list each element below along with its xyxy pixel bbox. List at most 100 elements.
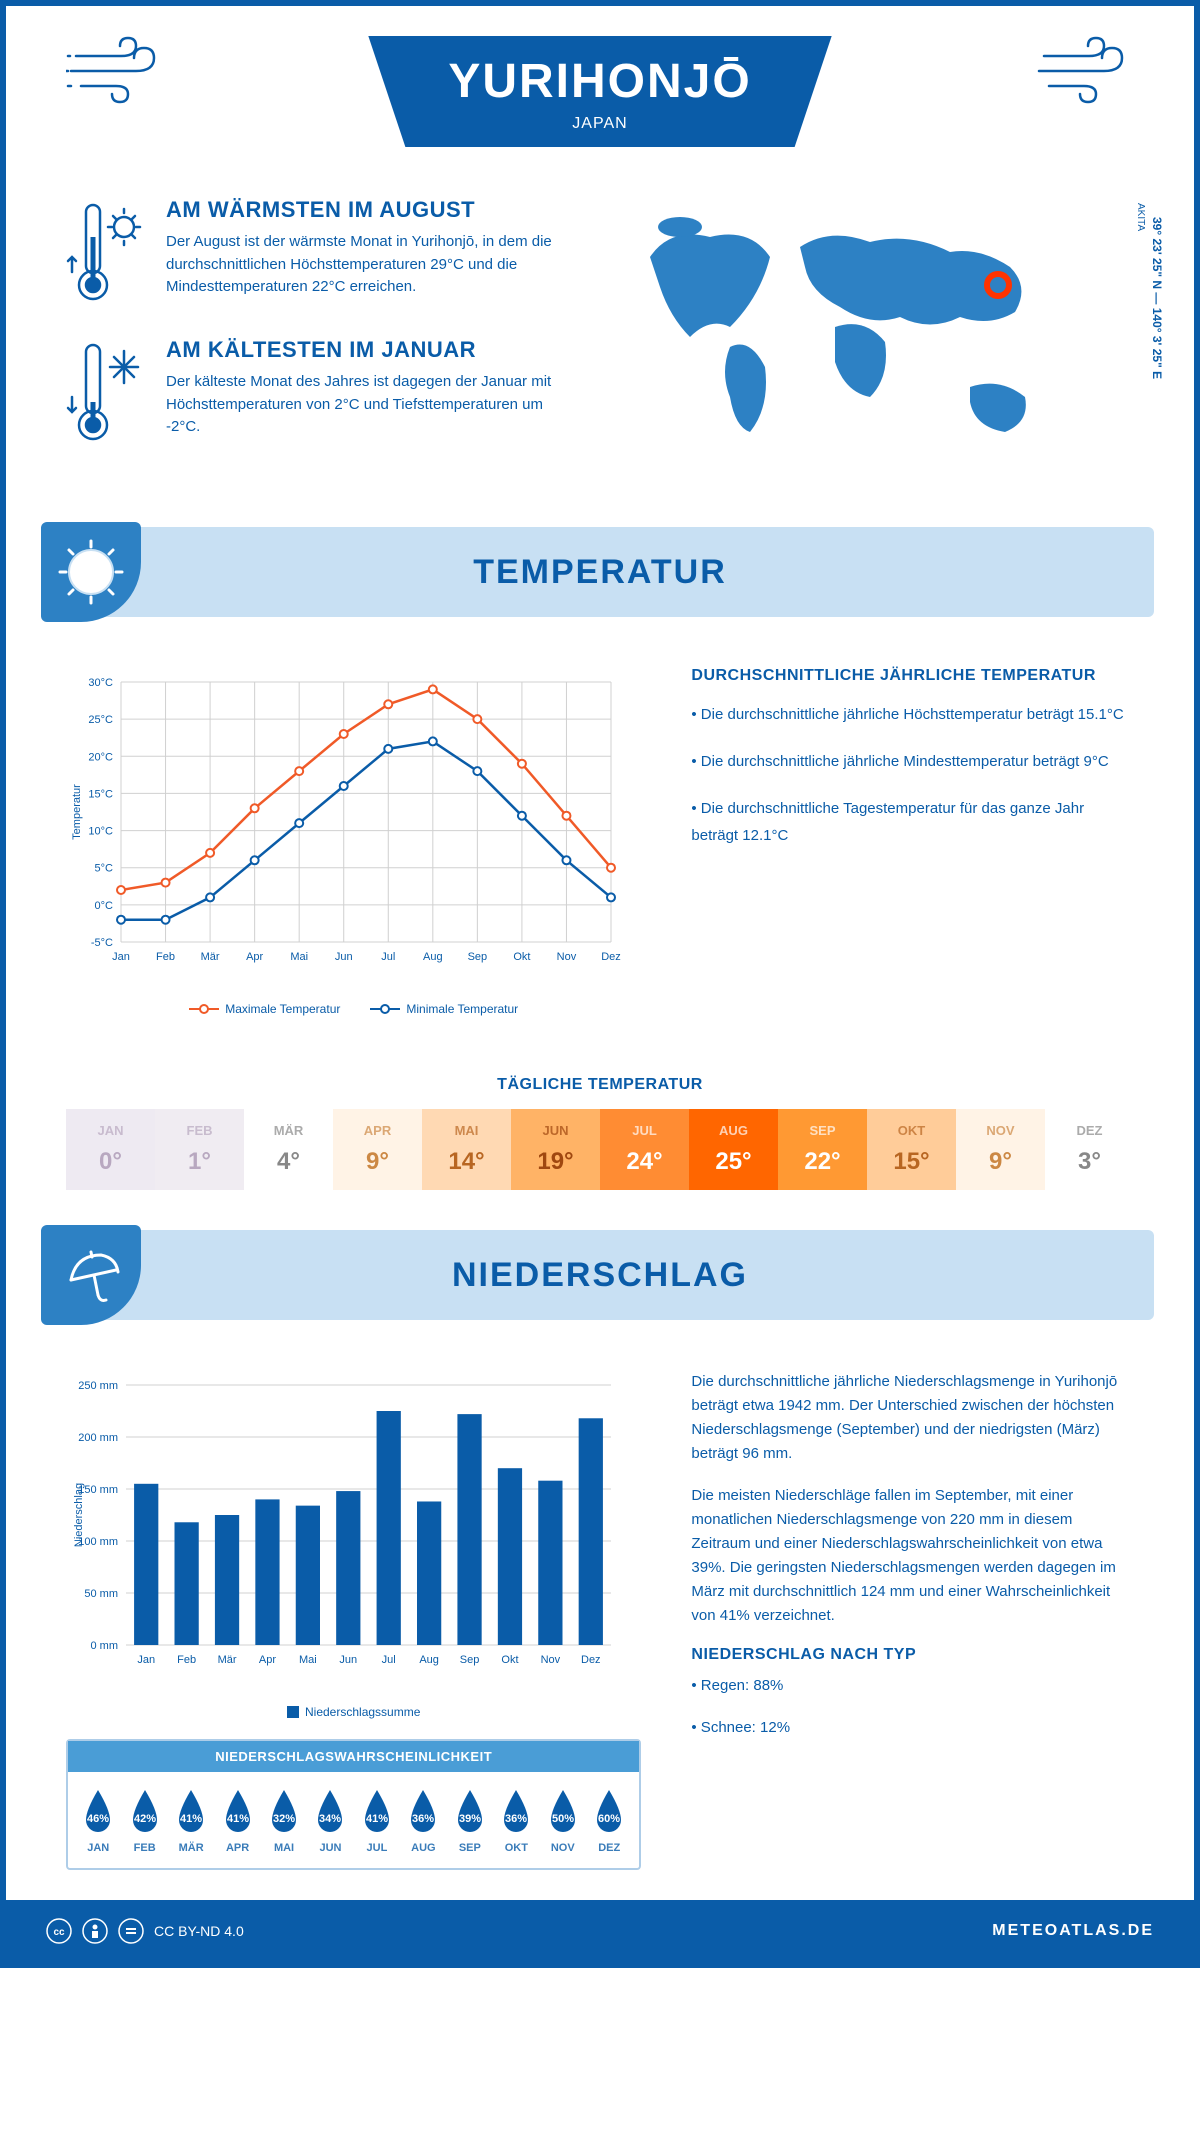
- temperature-banner: TEMPERATUR: [46, 527, 1154, 617]
- footer-site: METEOATLAS.DE: [992, 1922, 1154, 1940]
- svg-text:36%: 36%: [412, 1813, 434, 1825]
- warmest-text: Der August ist der wärmste Monat in Yuri…: [166, 231, 580, 299]
- precip-section-title: NIEDERSCHLAG: [452, 1256, 748, 1295]
- temp-bullet: • Die durchschnittliche Tagestemperatur …: [691, 795, 1134, 849]
- temperature-section: -5°C0°C5°C10°C15°C20°C25°C30°CJanFebMärA…: [6, 637, 1194, 1046]
- probability-drop: 34%JUN: [308, 1786, 352, 1854]
- svg-text:0 mm: 0 mm: [91, 1640, 119, 1652]
- probability-row: 46%JAN42%FEB41%MÄR41%APR32%MAI34%JUN41%J…: [68, 1772, 639, 1868]
- temp-legend: .legend-item:nth-child(1) .legend-line::…: [66, 1002, 641, 1016]
- svg-text:41%: 41%: [227, 1813, 249, 1825]
- sun-badge-icon: [41, 522, 141, 622]
- probability-drop: 39%SEP: [448, 1786, 492, 1854]
- thermometer-hot-icon: [66, 197, 146, 307]
- legend-min: Minimale Temperatur: [406, 1002, 518, 1016]
- probability-drop: 41%JUL: [355, 1786, 399, 1854]
- svg-text:0°C: 0°C: [95, 900, 114, 912]
- probability-drop: 50%NOV: [541, 1786, 585, 1854]
- precip-info: Die durchschnittliche jährliche Niedersc…: [691, 1370, 1134, 1870]
- coldest-text: Der kälteste Monat des Jahres ist dagege…: [166, 371, 580, 439]
- svg-text:Sep: Sep: [460, 1654, 480, 1666]
- by-icon: [82, 1918, 108, 1944]
- city-name: YURIHONJŌ: [448, 54, 751, 109]
- temp-cell: SEP22°: [778, 1109, 867, 1190]
- daily-temp-table: JAN0°FEB1°MÄR4°APR9°MAI14°JUN19°JUL24°AU…: [66, 1109, 1134, 1190]
- probability-drop: 36%AUG: [401, 1786, 445, 1854]
- svg-text:Jun: Jun: [339, 1654, 357, 1666]
- precip-legend: Niederschlagssumme: [66, 1705, 641, 1719]
- svg-text:Apr: Apr: [259, 1654, 276, 1666]
- temp-info: DURCHSCHNITTLICHE JÄHRLICHE TEMPERATUR •…: [691, 667, 1134, 1016]
- precip-banner: NIEDERSCHLAG: [46, 1230, 1154, 1320]
- svg-text:42%: 42%: [134, 1813, 156, 1825]
- temp-cell: MÄR4°: [244, 1109, 333, 1190]
- temp-cell: APR9°: [333, 1109, 422, 1190]
- svg-text:Mär: Mär: [218, 1654, 237, 1666]
- wind-icon: [1034, 36, 1134, 106]
- svg-text:15°C: 15°C: [88, 788, 113, 800]
- coldest-block: AM KÄLTESTEN IM JANUAR Der kälteste Mona…: [66, 337, 580, 447]
- svg-text:41%: 41%: [366, 1813, 388, 1825]
- temp-bullet: • Die durchschnittliche jährliche Mindes…: [691, 748, 1134, 775]
- svg-text:Temperatur: Temperatur: [71, 784, 83, 840]
- temp-section-title: TEMPERATUR: [473, 553, 727, 592]
- svg-text:Jul: Jul: [382, 1654, 396, 1666]
- precip-type-title: NIEDERSCHLAG NACH TYP: [691, 1646, 1134, 1664]
- svg-text:Mär: Mär: [201, 951, 220, 963]
- svg-text:Dez: Dez: [581, 1654, 601, 1666]
- probability-drop: 41%APR: [215, 1786, 259, 1854]
- svg-text:50 mm: 50 mm: [84, 1588, 118, 1600]
- page-container: YURIHONJŌ JAPAN AM W: [0, 0, 1200, 1968]
- daily-temp-title: TÄGLICHE TEMPERATUR: [6, 1076, 1194, 1094]
- probability-box: NIEDERSCHLAGSWAHRSCHEINLICHKEIT 46%JAN42…: [66, 1739, 641, 1870]
- svg-text:cc: cc: [53, 1927, 65, 1938]
- temp-cell: MAI14°: [422, 1109, 511, 1190]
- temp-cell: DEZ3°: [1045, 1109, 1134, 1190]
- intro-section: AM WÄRMSTEN IM AUGUST Der August ist der…: [6, 167, 1194, 507]
- svg-text:Jan: Jan: [137, 1654, 155, 1666]
- svg-text:10°C: 10°C: [88, 826, 113, 838]
- svg-text:20°C: 20°C: [88, 751, 113, 763]
- cc-icon: cc: [46, 1918, 72, 1944]
- temp-chart: -5°C0°C5°C10°C15°C20°C25°C30°CJanFebMärA…: [66, 667, 641, 1016]
- precip-legend-label: Niederschlagssumme: [305, 1705, 420, 1719]
- probability-drop: 36%OKT: [494, 1786, 538, 1854]
- warmest-title: AM WÄRMSTEN IM AUGUST: [166, 197, 580, 223]
- svg-text:-5°C: -5°C: [91, 937, 113, 949]
- svg-text:46%: 46%: [87, 1813, 109, 1825]
- probability-title: NIEDERSCHLAGSWAHRSCHEINLICHKEIT: [68, 1741, 639, 1772]
- svg-text:Aug: Aug: [423, 951, 443, 963]
- precip-chart-wrap: 0 mm50 mm100 mm150 mm200 mm250 mmJanFebM…: [66, 1370, 641, 1870]
- probability-drop: 41%MÄR: [169, 1786, 213, 1854]
- svg-text:Jul: Jul: [381, 951, 395, 963]
- precip-type-snow: • Schnee: 12%: [691, 1716, 1134, 1740]
- temp-info-title: DURCHSCHNITTLICHE JÄHRLICHE TEMPERATUR: [691, 667, 1134, 685]
- coldest-title: AM KÄLTESTEN IM JANUAR: [166, 337, 580, 363]
- probability-drop: 46%JAN: [76, 1786, 120, 1854]
- svg-text:60%: 60%: [598, 1813, 620, 1825]
- temp-bullet: • Die durchschnittliche jährliche Höchst…: [691, 701, 1134, 728]
- footer-license: cc CC BY-ND 4.0: [46, 1918, 244, 1944]
- svg-text:Nov: Nov: [557, 951, 577, 963]
- license-text: CC BY-ND 4.0: [154, 1923, 244, 1939]
- temp-cell: JAN0°: [66, 1109, 155, 1190]
- svg-text:50%: 50%: [552, 1813, 574, 1825]
- coordinates: 39° 23' 25" N — 140° 3' 25" E: [1150, 217, 1164, 379]
- svg-text:Mai: Mai: [290, 951, 308, 963]
- probability-drop: 42%FEB: [122, 1786, 166, 1854]
- svg-text:Mai: Mai: [299, 1654, 317, 1666]
- precip-text: Die durchschnittliche jährliche Niedersc…: [691, 1370, 1134, 1466]
- temp-cell: JUN19°: [511, 1109, 600, 1190]
- intro-left: AM WÄRMSTEN IM AUGUST Der August ist der…: [66, 197, 580, 477]
- svg-text:Apr: Apr: [246, 951, 263, 963]
- svg-text:Nov: Nov: [541, 1654, 561, 1666]
- svg-text:32%: 32%: [273, 1813, 295, 1825]
- svg-text:41%: 41%: [180, 1813, 202, 1825]
- world-map-icon: [620, 197, 1080, 457]
- nd-icon: [118, 1918, 144, 1944]
- svg-text:Feb: Feb: [156, 951, 175, 963]
- probability-drop: 60%DEZ: [587, 1786, 631, 1854]
- title-banner: YURIHONJŌ JAPAN: [368, 36, 831, 147]
- umbrella-badge-icon: [41, 1225, 141, 1325]
- svg-text:250 mm: 250 mm: [78, 1380, 118, 1392]
